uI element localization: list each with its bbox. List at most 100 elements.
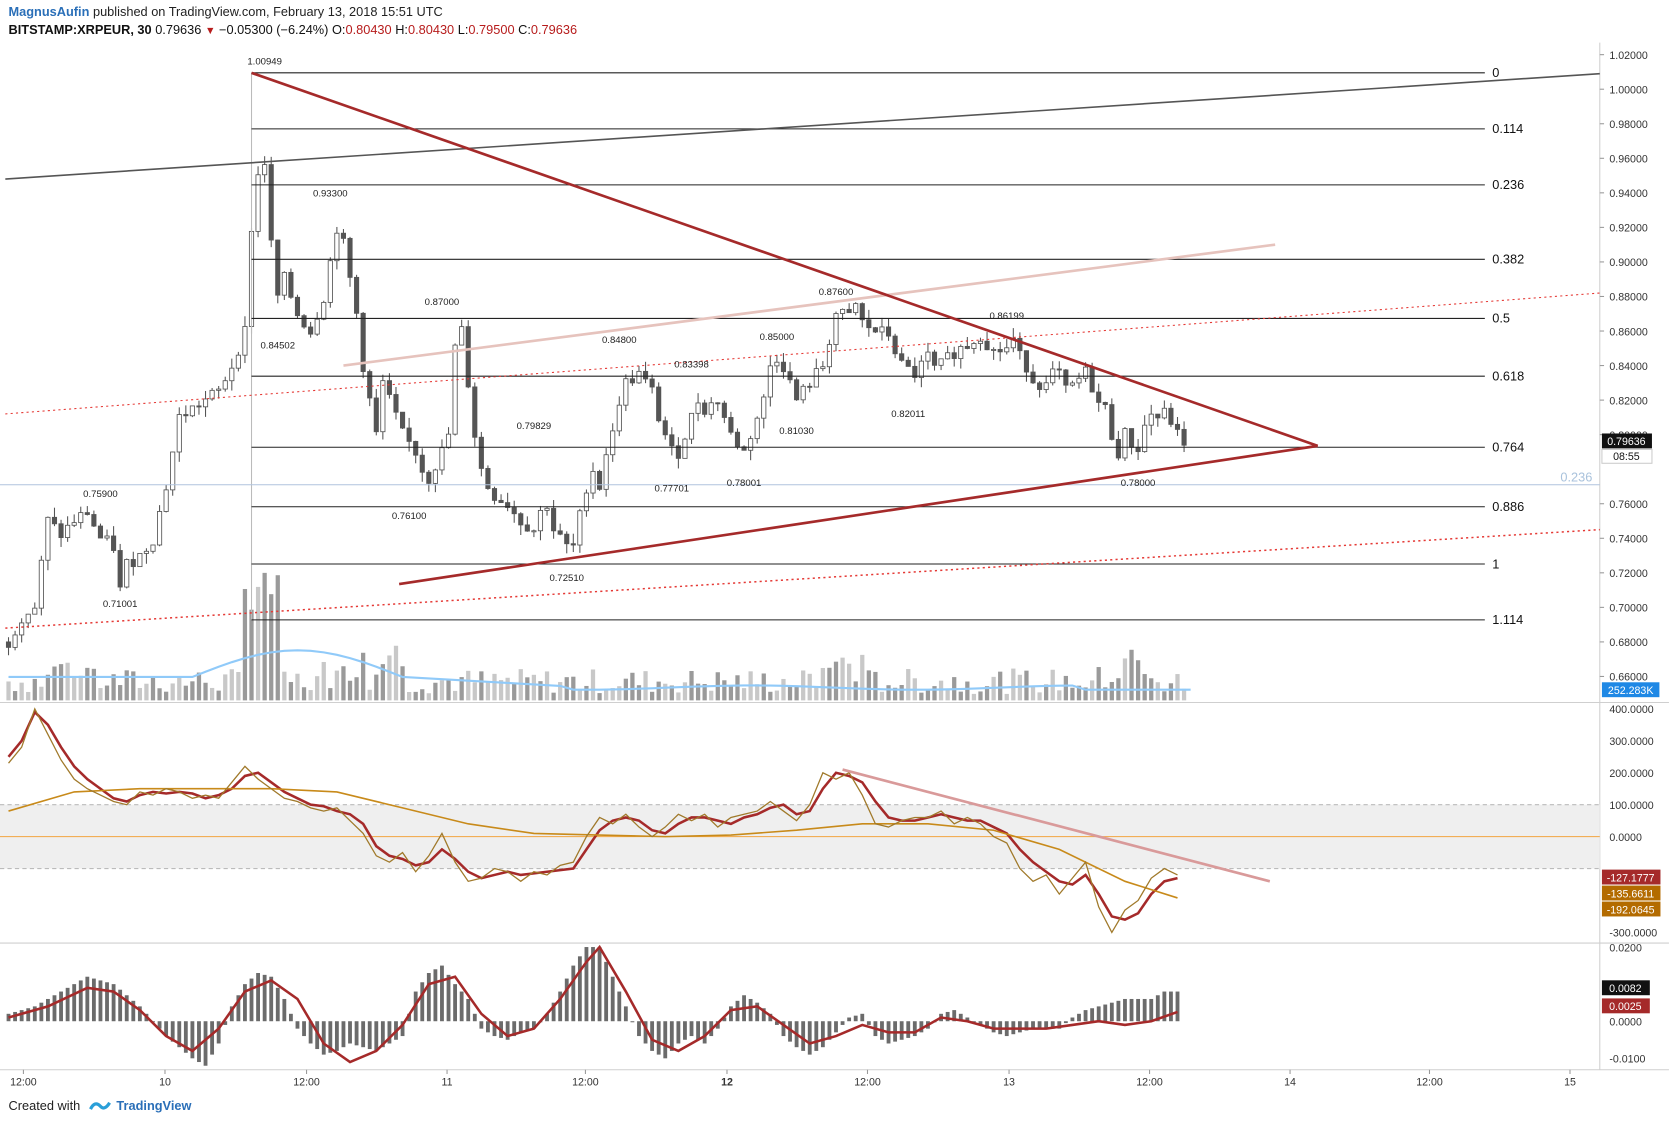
volume-bar — [374, 674, 379, 701]
chart-canvas[interactable]: 1.02000 1.00000 0.98000 0.96000 0.94000 0.920… — [0, 0, 1669, 1096]
candle-body — [925, 351, 931, 362]
histogram-bar — [656, 1021, 661, 1055]
candle-body — [38, 559, 44, 609]
volume-bar — [728, 685, 734, 701]
volume-bar — [649, 691, 655, 701]
candle-body — [373, 397, 379, 433]
candle-body — [485, 468, 491, 489]
histogram-bar — [1162, 991, 1167, 1022]
candle-body — [314, 318, 320, 335]
histogram-bar — [249, 978, 254, 1022]
candle-body — [157, 511, 163, 546]
price-point-label: 0.87600 — [819, 287, 854, 298]
candle-body — [597, 470, 603, 490]
candle-body — [505, 502, 511, 508]
volume-bar — [663, 683, 668, 701]
candle-body — [833, 313, 839, 345]
candle-body — [767, 365, 773, 398]
candle-body — [25, 613, 31, 624]
histogram-bar — [834, 1021, 838, 1033]
histogram-bar — [912, 1021, 917, 1037]
candle-body — [294, 296, 301, 317]
candle-body — [1063, 369, 1069, 386]
volume-bar — [735, 675, 740, 701]
candle-body — [662, 420, 668, 436]
volume-bar — [45, 674, 51, 701]
candle-body — [544, 507, 550, 511]
candle-body — [255, 174, 261, 232]
candle-body — [445, 433, 452, 449]
volume-bar — [275, 575, 280, 701]
time-axis-label: 12:00 — [572, 1077, 599, 1089]
histogram-bar — [341, 1021, 346, 1048]
volume-bar — [288, 682, 294, 701]
footer: Created with TradingView — [9, 1098, 192, 1113]
histogram-bar — [1077, 1013, 1081, 1022]
candle-body — [794, 379, 800, 401]
histogram-bar — [354, 1021, 359, 1046]
volume-bar — [525, 677, 530, 701]
volume-bar — [361, 652, 366, 701]
oscillator-axis-tick-label: 300.0000 — [1609, 736, 1653, 748]
fib-level-label: 0.618 — [1492, 368, 1524, 383]
price-axis-tick-label: 0.70000 — [1609, 603, 1647, 615]
price-axis-tick-label: 0.82000 — [1609, 395, 1647, 407]
histogram-bar — [52, 995, 57, 1022]
volume-bar — [551, 692, 556, 701]
candle-body — [1037, 382, 1043, 390]
candle-body — [1089, 366, 1095, 393]
candle-body — [695, 402, 701, 414]
candle-body — [65, 524, 71, 538]
volume-bar — [58, 664, 64, 701]
volume-bar — [1096, 667, 1101, 701]
histogram-bar — [26, 1008, 31, 1022]
histogram-bar — [722, 1017, 727, 1022]
volume-bar — [656, 681, 661, 701]
histogram-bar — [1096, 1006, 1101, 1022]
volume-bar — [150, 677, 156, 701]
candle-body — [649, 378, 655, 388]
publish-info: MagnusAufin published on TradingView.com… — [9, 4, 443, 19]
candle-body — [308, 326, 314, 335]
histogram-bar — [847, 1017, 852, 1022]
candle-body — [117, 550, 123, 588]
candle-body — [1083, 366, 1089, 379]
histogram-bar — [269, 976, 274, 1022]
price-point-label: 0.83398 — [674, 359, 709, 370]
oscillator-fast-line — [7, 709, 1178, 921]
histogram-axis-tick-label: 0.0200 — [1609, 942, 1642, 954]
candle-body — [347, 237, 353, 278]
histogram-bar — [755, 1002, 760, 1022]
histogram-bar — [518, 1021, 523, 1033]
volume-bar — [1044, 684, 1049, 701]
histogram-bar — [197, 1021, 201, 1063]
volume-bar — [531, 674, 537, 701]
candle-body — [951, 352, 957, 360]
histogram-bar — [991, 1021, 996, 1033]
volume-bar — [420, 689, 425, 701]
histogram-bar — [387, 1021, 392, 1044]
histogram-bar — [827, 1021, 832, 1040]
oscillator-value-badge — [1601, 869, 1661, 885]
oscillator-axis-tick-label: 100.0000 — [1609, 800, 1653, 812]
price-point-label: 0.84502 — [260, 340, 295, 351]
histogram-bar — [361, 1021, 366, 1048]
tradingview-logo[interactable]: TradingView — [89, 1098, 192, 1114]
last-price-label: 0.79636 — [1607, 436, 1645, 448]
volume-bar — [984, 686, 990, 701]
author-name[interactable]: MagnusAufin — [8, 4, 90, 20]
volume-bar — [492, 673, 497, 701]
price-axis-tick-label: 0.90000 — [1609, 257, 1647, 269]
brand-name: TradingView — [116, 1098, 192, 1114]
histogram-bar — [223, 1021, 228, 1025]
volume-bar — [426, 693, 431, 701]
price-point-label: 0.79829 — [517, 421, 552, 432]
volume-bar — [1168, 683, 1174, 701]
histogram-bar — [820, 1021, 825, 1048]
histogram-bar — [702, 1021, 707, 1044]
histogram-bar — [577, 956, 582, 1022]
volume-bar — [413, 691, 418, 701]
histogram-bar — [978, 1021, 983, 1025]
candle-body — [498, 499, 504, 504]
volume-bar — [19, 682, 24, 701]
